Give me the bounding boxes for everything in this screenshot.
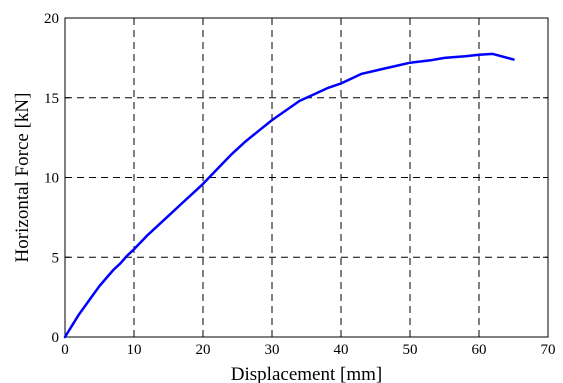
y-tick-label: 0 <box>52 330 60 346</box>
data-series <box>63 52 515 339</box>
plot-frame <box>64 17 549 338</box>
x-tick-label: 0 <box>61 342 69 358</box>
x-tick-label: 50 <box>403 342 418 358</box>
y-axis-title: Horizontal Force [kN] <box>12 93 33 263</box>
x-tick-label: 60 <box>472 342 487 358</box>
x-axis-title: Displacement [mm] <box>231 364 382 383</box>
x-tick-label: 40 <box>334 342 349 358</box>
tick-labels: 0 10 20 30 40 50 60 70 0 5 10 15 20 <box>44 11 556 358</box>
x-tick-label: 30 <box>265 342 280 358</box>
x-tick-label: 70 <box>541 342 556 358</box>
x-tick-label: 20 <box>196 342 211 358</box>
y-tick-label: 10 <box>44 171 59 187</box>
force-displacement-line <box>63 52 515 339</box>
y-tick-label: 5 <box>52 250 60 266</box>
y-tick-label: 20 <box>44 11 59 27</box>
grid <box>65 18 548 337</box>
y-tick-label: 15 <box>44 91 59 107</box>
x-tick-label: 10 <box>127 342 142 358</box>
